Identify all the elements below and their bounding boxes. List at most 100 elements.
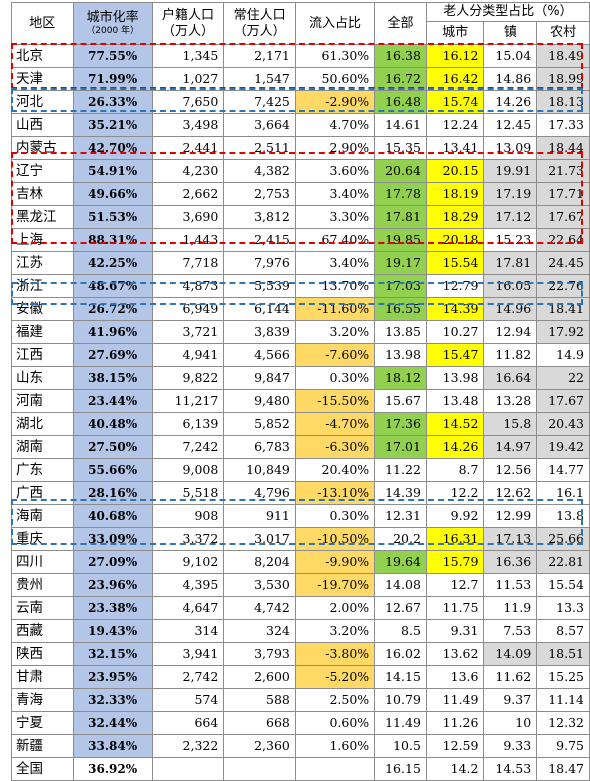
changzhu-cell: 4,566 [223, 343, 296, 367]
header-changzhu-unit: （万人） [233, 23, 286, 39]
header-urbanization-sub: （2000 年） [86, 26, 140, 36]
rural-cell: 8.57 [536, 619, 590, 643]
header-huji-unit: （万人） [162, 23, 215, 39]
changzhu-cell: 2,600 [223, 665, 296, 689]
total-cell: 18.12 [374, 366, 427, 390]
table-row: 云南 23.38% 4,647 4,742 2.00% 12.67 11.75 11.9 13.… [11, 596, 590, 620]
region-cell: 江西 [11, 343, 74, 367]
town-cell: 14.53 [483, 757, 538, 781]
region-cell: 湖南 [11, 435, 74, 459]
town-cell: 16.36 [483, 550, 538, 574]
urbanization-cell: 19.43% [72, 619, 153, 643]
table-row: 海南 40.68% 908 911 0.30% 12.31 9.92 12.99 13.8 [11, 504, 590, 528]
urbanization-cell: 88.31% [72, 228, 153, 252]
town-cell: 15.04 [483, 44, 538, 68]
table-row: 江苏 42.25% 7,718 7,976 3.40% 19.17 15.54 17.81 24… [11, 251, 590, 275]
inflow-cell: -5.20% [294, 665, 376, 689]
huji-cell: 4,395 [151, 573, 225, 597]
town-cell: 13.28 [483, 389, 538, 413]
urbanization-cell: 23.95% [72, 665, 153, 689]
header-city: 城市 [425, 21, 485, 45]
total-cell: 12.31 [374, 504, 427, 528]
urbanization-cell: 71.99% [72, 67, 153, 91]
table-row: 辽宁 54.91% 4,230 4,382 3.60% 20.64 20.15 19.91 21… [11, 159, 590, 183]
town-cell: 13.09 [483, 136, 538, 160]
city-cell: 18.29 [425, 205, 485, 229]
header-elderly-group: 老人分类型占比（%） [425, 2, 590, 22]
city-cell: 9.92 [425, 504, 485, 528]
town-cell: 15.8 [483, 412, 538, 436]
inflow-cell: 13.70% [294, 274, 376, 298]
huji-cell: 1,345 [151, 44, 225, 68]
huji-cell: 2,322 [151, 734, 225, 758]
huji-cell: 9,102 [151, 550, 225, 574]
changzhu-cell: 3,017 [223, 527, 296, 551]
changzhu-cell: 3,793 [223, 642, 296, 666]
changzhu-cell: 2,753 [223, 182, 296, 206]
city-cell: 14.26 [425, 435, 485, 459]
urbanization-cell: 38.15% [72, 366, 153, 390]
total-cell: 13.98 [374, 343, 427, 367]
table-row: 安徽 26.72% 6,949 6,144 -11.60% 16.55 14.39 14.96… [11, 297, 590, 321]
rural-cell: 18.99 [536, 67, 590, 91]
town-cell: 12.94 [483, 320, 538, 344]
rural-cell: 22 [536, 366, 590, 390]
total-cell: 16.02 [374, 642, 427, 666]
table-row: 内蒙古 42.70% 2,441 2,511 2.90% 15.35 13.41 13.09 1… [11, 136, 590, 160]
region-cell: 青海 [11, 688, 74, 712]
town-cell: 14.96 [483, 297, 538, 321]
city-cell: 16.31 [425, 527, 485, 551]
total-cell: 16.55 [374, 297, 427, 321]
table-row: 福建 41.96% 3,721 3,839 3.20% 13.85 10.27 12.94 17… [11, 320, 590, 344]
changzhu-cell: 5,539 [223, 274, 296, 298]
city-cell: 9.31 [425, 619, 485, 643]
changzhu-cell [223, 757, 296, 781]
total-cell: 14.08 [374, 573, 427, 597]
huji-cell: 11,217 [151, 389, 225, 413]
inflow-cell: -19.70% [294, 573, 376, 597]
inflow-cell: -2.90% [294, 90, 376, 114]
changzhu-cell: 9,847 [223, 366, 296, 390]
huji-cell: 7,242 [151, 435, 225, 459]
town-cell: 10 [483, 711, 538, 735]
changzhu-cell: 4,742 [223, 596, 296, 620]
inflow-cell: 2.00% [294, 596, 376, 620]
header-changzhu: 常住人口 （万人） [223, 2, 296, 45]
huji-cell: 908 [151, 504, 225, 528]
total-cell: 10.79 [374, 688, 427, 712]
urbanization-cell: 32.15% [72, 642, 153, 666]
town-cell: 9.33 [483, 734, 538, 758]
rural-cell: 17.33 [536, 113, 590, 137]
town-cell: 14.86 [483, 67, 538, 91]
inflow-cell: 4.70% [294, 113, 376, 137]
city-cell: 12.7 [425, 573, 485, 597]
rural-cell: 11.14 [536, 688, 590, 712]
city-cell: 12.24 [425, 113, 485, 137]
inflow-cell [294, 757, 376, 781]
total-cell: 8.5 [374, 619, 427, 643]
inflow-cell: -13.10% [294, 481, 376, 505]
urbanization-cell: 33.09% [72, 527, 153, 551]
city-cell: 14.39 [425, 297, 485, 321]
header-region: 地区 [11, 2, 74, 45]
urbanization-cell: 54.91% [72, 159, 153, 183]
changzhu-cell: 8,204 [223, 550, 296, 574]
region-cell: 上海 [11, 228, 74, 252]
huji-cell: 314 [151, 619, 225, 643]
inflow-cell: 0.60% [294, 711, 376, 735]
header-huji-label: 户籍人口 [162, 7, 215, 23]
huji-cell: 9,008 [151, 458, 225, 482]
rural-cell: 12.32 [536, 711, 590, 735]
rural-cell: 14.9 [536, 343, 590, 367]
header-region-label: 地区 [29, 15, 56, 31]
region-cell: 云南 [11, 596, 74, 620]
total-cell: 16.15 [374, 757, 427, 781]
changzhu-cell: 4,796 [223, 481, 296, 505]
table-row: 上海 88.31% 1,443 2,415 67.40% 19.85 20.18 15.23 2… [11, 228, 590, 252]
town-cell: 12.62 [483, 481, 538, 505]
urbanization-cell: 33.84% [72, 734, 153, 758]
region-cell: 山东 [11, 366, 74, 390]
rural-cell: 19.42 [536, 435, 590, 459]
region-cell: 浙江 [11, 274, 74, 298]
inflow-cell: -9.90% [294, 550, 376, 574]
